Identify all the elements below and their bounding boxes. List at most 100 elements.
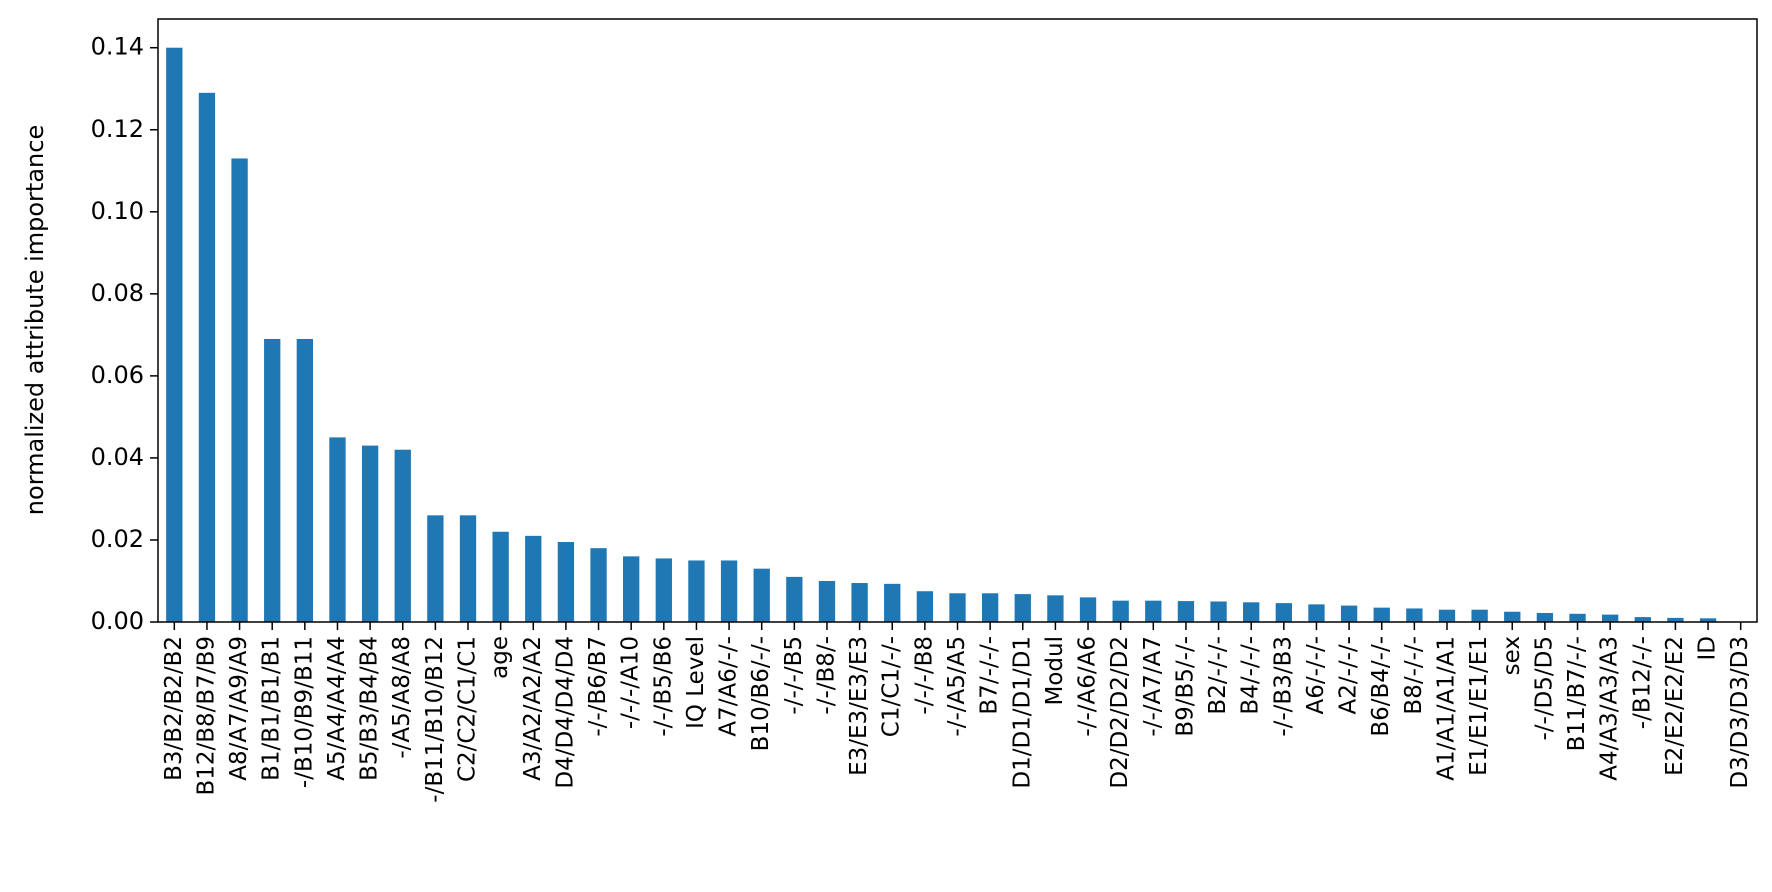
bar: [1047, 595, 1064, 622]
bar: [1406, 608, 1423, 622]
y-tick-label: 0.12: [91, 115, 144, 143]
x-tick-label: A2/-/-/-: [1336, 636, 1362, 715]
bar: [296, 338, 314, 622]
x-tick-label: B11/B7/-/-: [1564, 636, 1590, 751]
bar: [1569, 613, 1586, 622]
bar: [1340, 605, 1358, 622]
x-tick-label: E1/E1/E1/E1: [1466, 636, 1492, 776]
bar: [1210, 601, 1227, 622]
x-tick-label: -/B10/B9/B11: [291, 636, 317, 788]
bar: [884, 583, 901, 622]
bar: [1079, 597, 1097, 622]
x-tick-label: -/-/-/B5: [781, 636, 807, 715]
bar: [949, 593, 966, 622]
x-tick-label: ID: [1695, 636, 1721, 661]
x-tick-label: B12/B8/B7/B9: [193, 636, 219, 796]
x-tick-label: Modul: [1042, 636, 1068, 705]
bar: [231, 158, 248, 622]
bar: [1471, 609, 1488, 622]
x-tick-label: IQ Level: [683, 636, 709, 729]
x-tick-label: -/-/-/A10: [618, 636, 644, 729]
bar: [1667, 617, 1684, 622]
x-tick-label: -/-/B5/B6: [650, 636, 676, 737]
bar: [1634, 617, 1651, 622]
plot-frame: [157, 18, 1758, 623]
x-tick-label: A1/A1/A1/A1: [1433, 636, 1459, 781]
bar: [1243, 602, 1260, 622]
y-tick-label: 0.10: [91, 197, 144, 225]
x-tick-label: E3/E3/E3/E3: [846, 636, 872, 776]
bar: [1536, 612, 1554, 622]
x-tick-label: E2/E2/E2/E2: [1662, 636, 1688, 776]
bar: [361, 445, 379, 622]
bar: [1438, 609, 1456, 622]
x-tick-label: -/B11/B10/B12: [422, 636, 448, 803]
bar: [198, 92, 216, 622]
x-tick-label: -/B12/-/-: [1629, 636, 1655, 729]
bar: [688, 560, 705, 622]
bar: [1275, 603, 1292, 622]
bar: [786, 576, 803, 622]
x-tick-label: B5/B3/B4/B4: [357, 636, 383, 781]
bar: [753, 568, 770, 622]
bar: [590, 548, 607, 622]
bar: [981, 593, 999, 622]
x-tick-label: -/-/A5/A5: [944, 636, 970, 737]
x-tick-label: B1/B1/B1/B1: [259, 636, 285, 781]
x-tick-label: A6/-/-/-: [1303, 636, 1329, 715]
bar: [720, 560, 738, 622]
x-tick-label: B7/-/-/-: [977, 636, 1003, 715]
y-tick-label: 0.04: [91, 443, 144, 471]
x-tick-label: D1/D1/D1/D1: [1009, 636, 1035, 789]
y-tick-label: 0.14: [91, 33, 144, 61]
y-tick-label: 0.08: [91, 279, 144, 307]
y-axis-label: normalized attribute importance: [21, 125, 49, 515]
bar: [329, 437, 346, 622]
bar: [1145, 600, 1162, 622]
y-tick-label: 0.02: [91, 525, 144, 553]
y-tick-label: 0.06: [91, 361, 144, 389]
x-tick-label: sex: [1499, 636, 1525, 675]
bar: [1014, 594, 1031, 622]
x-tick-label: B9/B5/-/-: [1172, 636, 1198, 737]
x-tick-label: A3/A2/A2/A2: [520, 636, 546, 781]
bar: [492, 531, 509, 622]
x-tick-label: -/-/B8/-: [813, 636, 839, 715]
x-tick-label: D2/D2/D2/D2: [1107, 636, 1133, 789]
bar: [916, 591, 934, 622]
x-tick-label: D3/D3/D3/D3: [1727, 636, 1753, 789]
x-tick-label: -/-/-/B8: [911, 636, 937, 715]
bar: [1699, 618, 1717, 622]
bar: [1373, 607, 1390, 622]
bar: [1308, 604, 1325, 622]
bar: [1601, 614, 1619, 622]
bar: [166, 47, 183, 622]
x-tick-label: -/-/A6/A6: [1075, 636, 1101, 737]
x-tick-label: B8/-/-/-: [1401, 636, 1427, 715]
bar: [655, 558, 672, 622]
x-tick-label: -/A5/A8/A8: [389, 636, 415, 759]
x-tick-label: B2/-/-/-: [1205, 636, 1231, 715]
x-tick-label: B10/B6/-/-: [748, 636, 774, 751]
bar: [623, 556, 640, 622]
bar: [264, 338, 281, 622]
y-tick-label: 0.00: [91, 607, 144, 635]
x-tick-label: B3/B2/B2/B2: [161, 636, 187, 781]
bar: [394, 449, 411, 622]
bar: [851, 583, 868, 622]
x-tick-label: A7/A6/-/-: [716, 636, 742, 737]
x-tick-label: B4/-/-/-: [1238, 636, 1264, 715]
x-tick-label: age: [487, 636, 513, 679]
x-tick-label: D4/D4/D4/D4: [552, 636, 578, 789]
bar: [459, 515, 477, 622]
x-tick-label: A8/A7/A9/A9: [226, 636, 252, 781]
bar: [818, 580, 836, 622]
x-tick-label: B6/B4/-/-: [1368, 636, 1394, 737]
bar: [427, 515, 444, 622]
bar: [557, 542, 575, 622]
x-tick-label: A4/A3/A3/A3: [1597, 636, 1623, 781]
bar: [1112, 600, 1129, 622]
x-tick-label: A5/A4/A4/A4: [324, 636, 350, 781]
bar: [1177, 601, 1195, 622]
